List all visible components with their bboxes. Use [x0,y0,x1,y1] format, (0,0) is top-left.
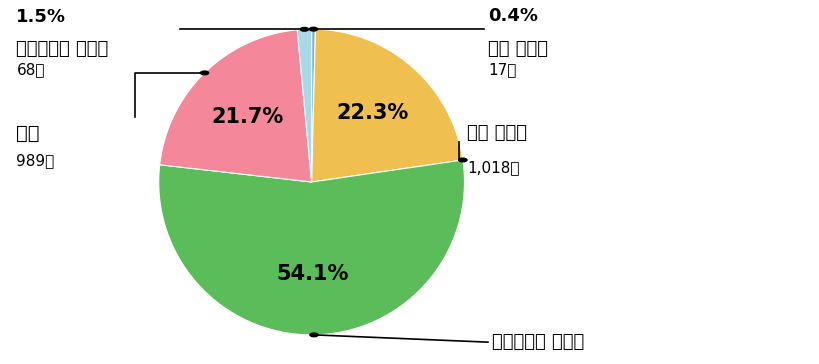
Text: 989명: 989명 [16,153,55,168]
Text: 1,018명: 1,018명 [467,160,519,175]
Text: 대체적으로 높아짐: 대체적으로 높아짐 [491,333,583,351]
Circle shape [309,27,317,31]
Polygon shape [159,160,464,335]
Circle shape [300,27,308,31]
Circle shape [458,158,466,162]
Text: 보통: 보통 [16,124,40,143]
Polygon shape [311,29,462,182]
Polygon shape [160,30,311,182]
Text: 대체적으로 낮아짐: 대체적으로 낮아짐 [16,40,109,58]
Circle shape [200,71,208,75]
Text: 매우 높아짐: 매우 높아짐 [467,124,527,142]
Text: 68명: 68명 [16,62,45,77]
Polygon shape [311,29,315,182]
Text: 매우 낮아짐: 매우 낮아짐 [487,40,547,58]
Circle shape [310,333,318,337]
Text: 17명: 17명 [487,62,516,77]
Text: 22.3%: 22.3% [336,103,408,123]
Text: 21.7%: 21.7% [211,107,283,127]
Polygon shape [296,29,311,182]
Text: 0.4%: 0.4% [487,8,537,25]
Text: 54.1%: 54.1% [277,264,349,284]
Text: 1.5%: 1.5% [16,8,66,25]
